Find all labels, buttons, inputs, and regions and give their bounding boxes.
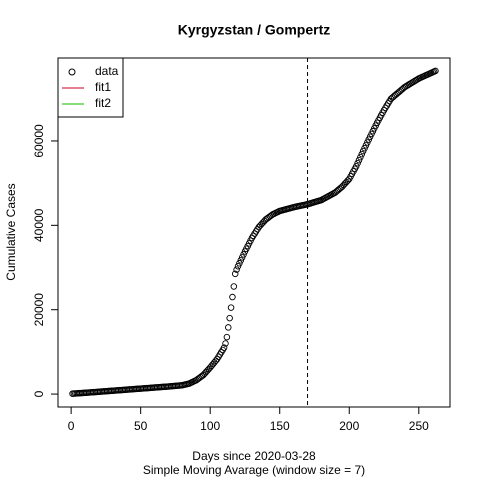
data-point (358, 150, 366, 158)
data-point (236, 260, 243, 267)
data-point (230, 283, 238, 290)
y-tick-label: 0 (32, 390, 46, 397)
x-tick-label: 200 (339, 419, 359, 433)
legend-label: data (95, 64, 119, 78)
chart-title: Kyrgyzstan / Gompertz (178, 22, 330, 38)
y-tick-label: 40000 (32, 208, 46, 242)
y-axis-label: Cumulative Cases (4, 183, 18, 280)
x-tick-label: 100 (200, 419, 220, 433)
subtitle: Simple Moving Avarage (window size = 7) (143, 463, 365, 477)
x-tick-label: 150 (270, 419, 290, 433)
data-point (355, 156, 363, 164)
data-point (220, 344, 228, 351)
data-point (234, 262, 242, 270)
data-point (352, 163, 360, 170)
legend-symbol (68, 68, 76, 76)
data-point (222, 340, 229, 347)
data-point (231, 270, 239, 278)
data-point (225, 324, 232, 331)
y-tick-label: 60000 (32, 124, 46, 158)
x-tick-label: 250 (409, 419, 429, 433)
y-tick-label: 20000 (32, 293, 46, 327)
data-point (223, 333, 231, 341)
data-point (238, 254, 246, 261)
data-point (227, 304, 235, 311)
legend-label: fit2 (95, 96, 111, 110)
data-point (237, 257, 245, 264)
x-tick-label: 50 (134, 419, 148, 433)
plot-frame (57, 57, 451, 408)
x-tick-label: 0 (68, 419, 75, 433)
x-axis-label: Days since 2020-03-28 (192, 449, 316, 463)
data-point (357, 153, 364, 161)
data-point (226, 314, 233, 322)
data-point (233, 266, 240, 273)
data-point (354, 159, 361, 167)
data-point (240, 251, 247, 258)
data-point (432, 67, 439, 75)
data-point (229, 293, 236, 301)
legend-label: fit1 (95, 80, 111, 94)
